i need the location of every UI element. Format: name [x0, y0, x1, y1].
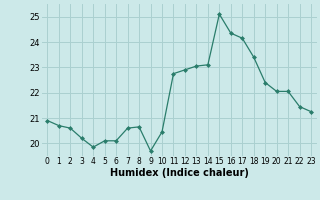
- X-axis label: Humidex (Indice chaleur): Humidex (Indice chaleur): [110, 168, 249, 178]
